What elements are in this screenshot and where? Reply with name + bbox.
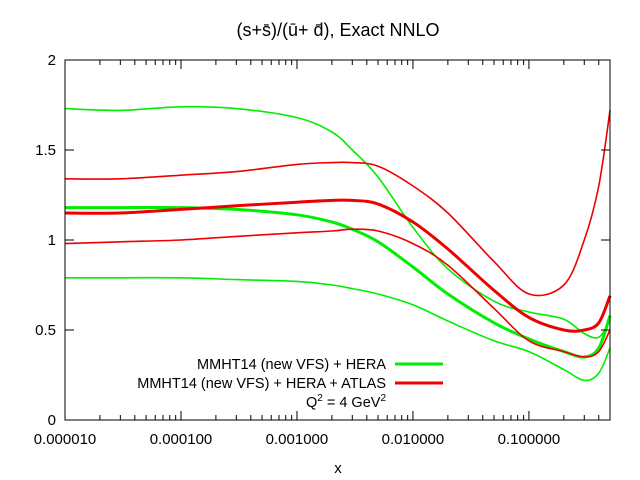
q2-annotation: Q2 = 4 GeV2	[306, 393, 386, 411]
legend-label-hera: MMHT14 (new VFS) + HERA	[197, 357, 386, 373]
x-tick-label-4: 0.100000	[498, 431, 561, 448]
legend: MMHT14 (new VFS) + HERA MMHT14 (new VFS)…	[137, 357, 443, 411]
series-line-5	[64, 228, 611, 358]
chart-title: (s+s̄)/(ū+ d̄), Exact NNLO	[236, 20, 439, 40]
series-layer	[64, 105, 612, 382]
y-tick-label-4: 2	[48, 52, 56, 69]
x-tick-label-3: 0.010000	[382, 431, 445, 448]
x-tick-label-0: 0.000010	[34, 431, 97, 448]
y-tick-label-2: 1	[48, 232, 56, 249]
series-line-2	[65, 276, 611, 382]
legend-label-hera-atlas: MMHT14 (new VFS) + HERA + ATLAS	[137, 376, 386, 392]
ticks-layer: 0.000010 0.000100 0.001000 0.010000 0.100000…	[34, 52, 610, 448]
series-line-1	[64, 105, 611, 339]
series-line-4	[64, 110, 611, 297]
x-tick-label-2: 0.001000	[266, 431, 329, 448]
y-tick-label-3: 1.5	[35, 142, 56, 159]
y-tick-label-1: 0.5	[35, 322, 56, 339]
q2-annotation-sup1: 2	[317, 393, 323, 404]
q2-annotation-mid: = 4 GeV	[323, 395, 381, 411]
x-tick-label-1: 0.000100	[150, 431, 213, 448]
series-line-3	[64, 198, 612, 333]
q2-annotation-sup2: 2	[380, 393, 386, 404]
x-axis-label: x	[334, 460, 342, 477]
q2-annotation-q: Q	[306, 395, 317, 411]
y-tick-label-0: 0	[48, 412, 56, 429]
